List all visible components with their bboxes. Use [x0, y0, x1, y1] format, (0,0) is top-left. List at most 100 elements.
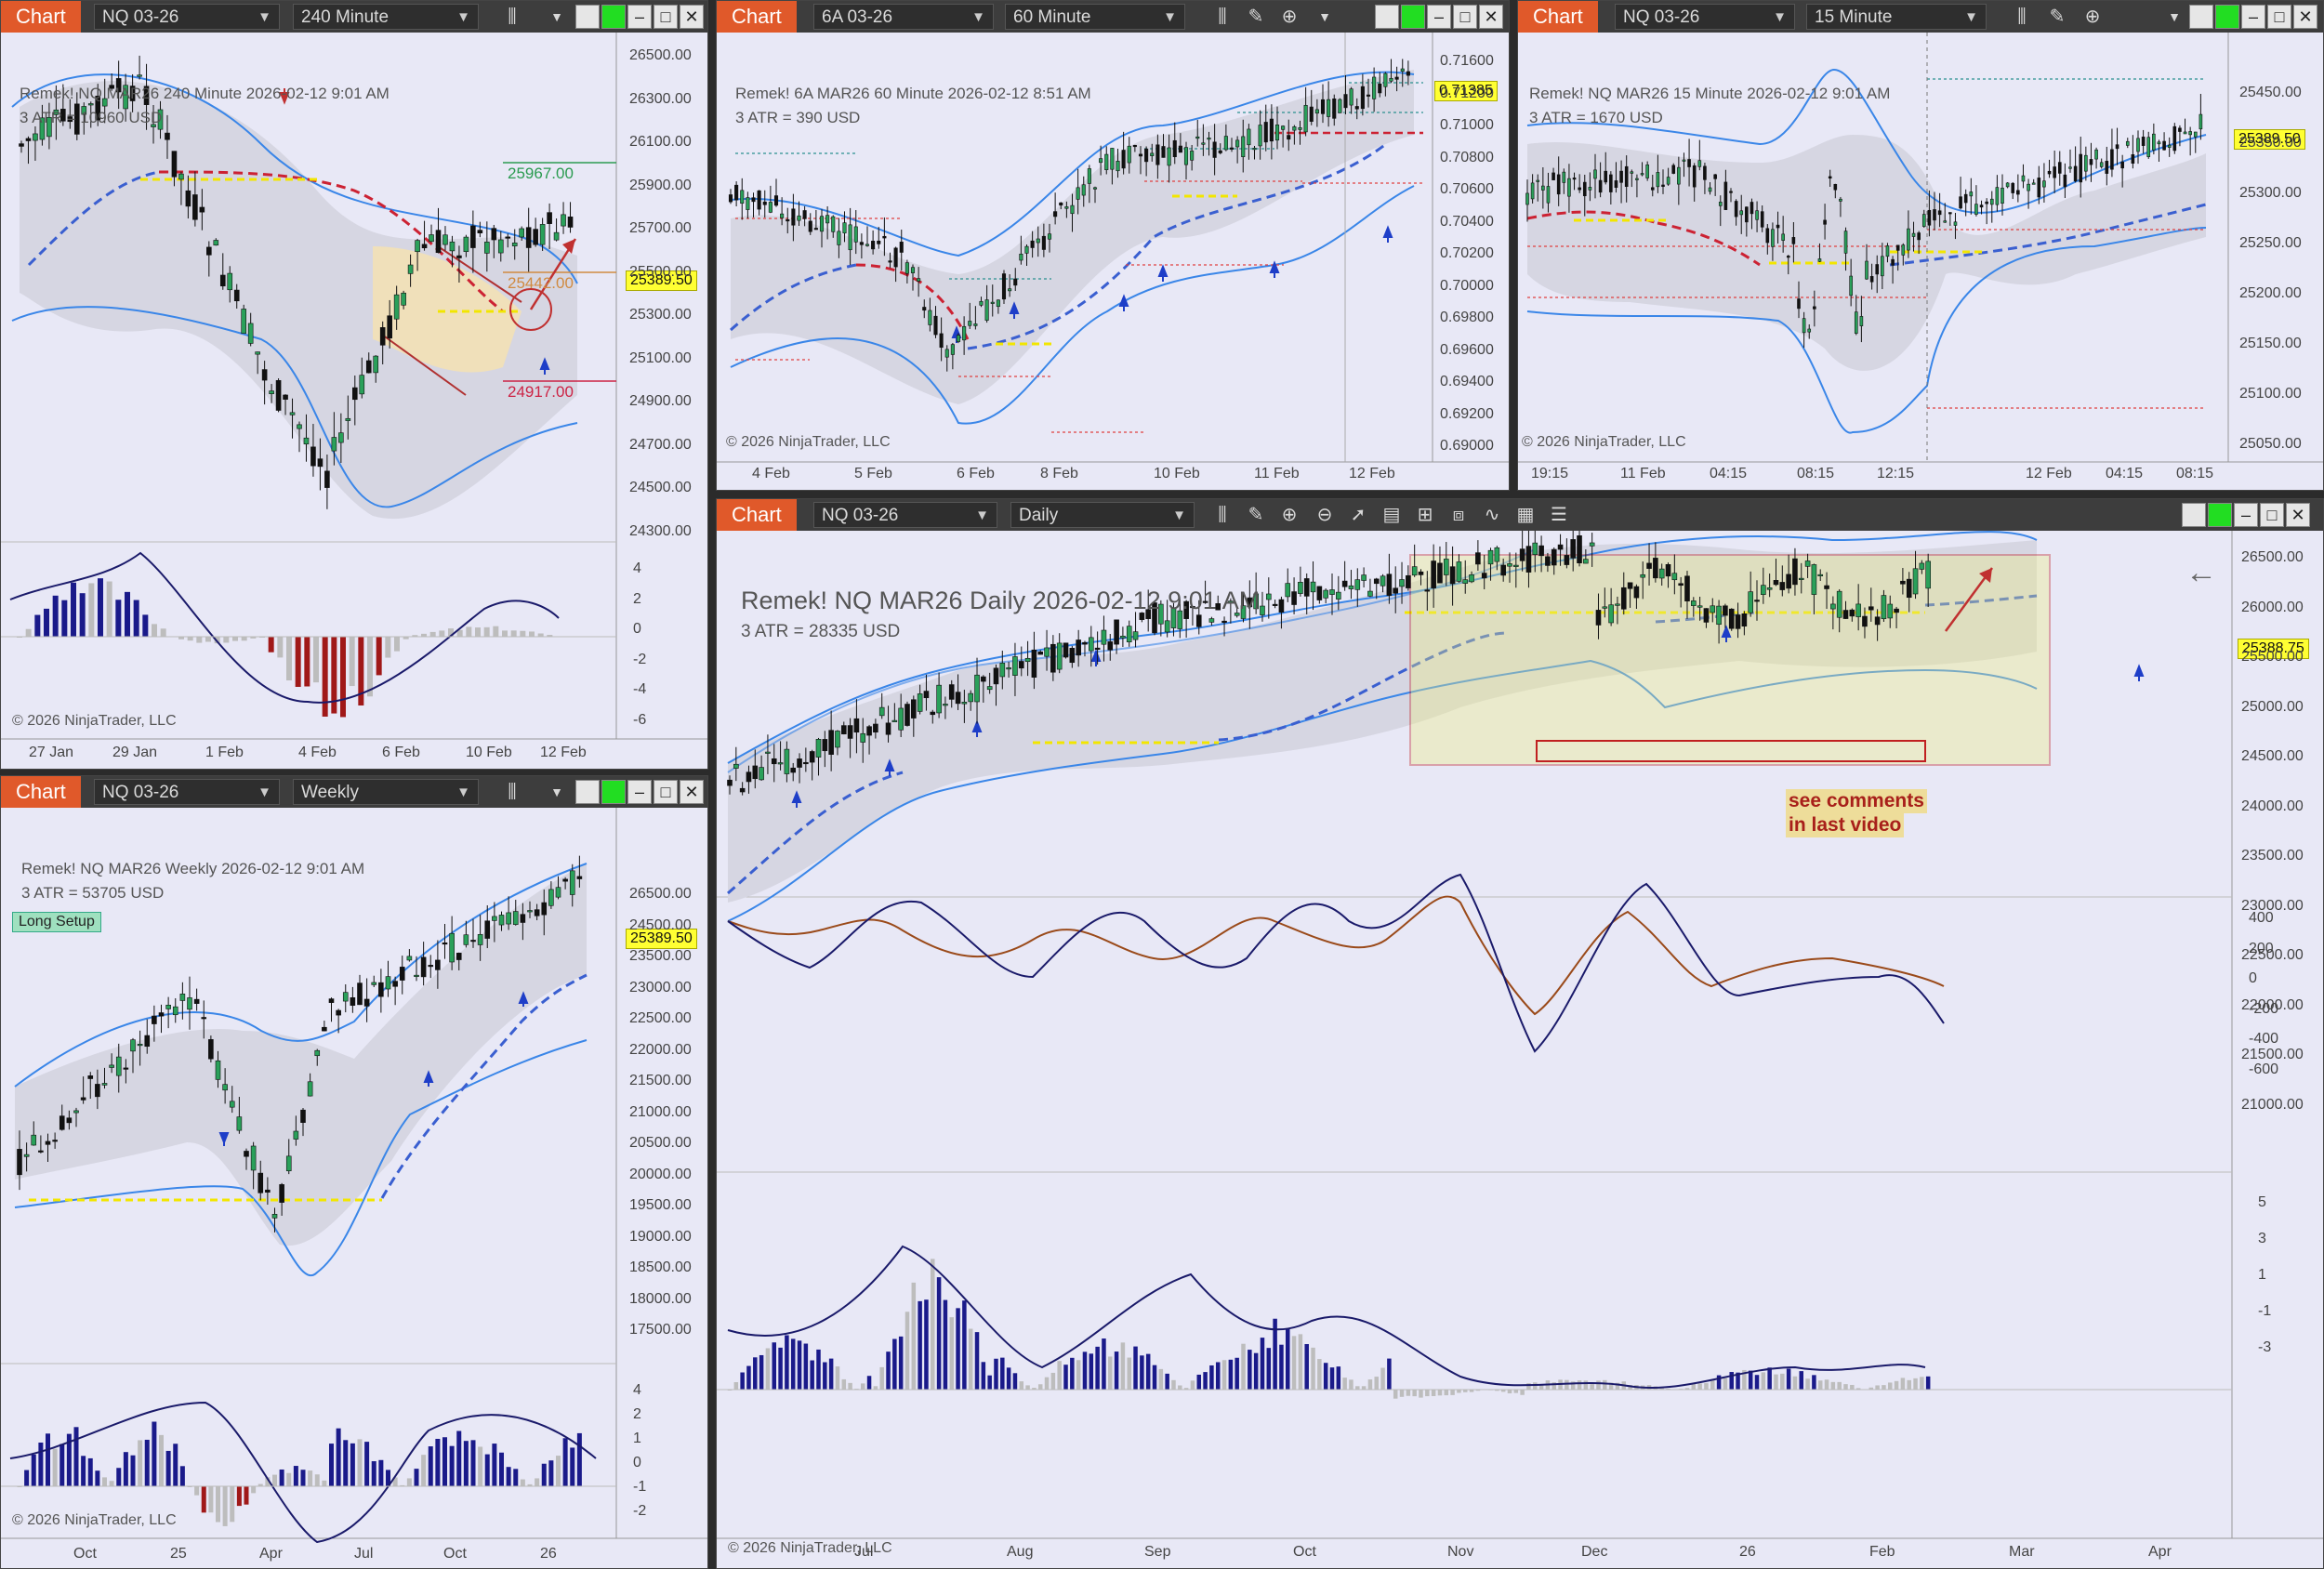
axis-tick-label: 0.69600 [1440, 341, 1494, 358]
minimize-button[interactable]: – [627, 5, 652, 29]
candle-body [1572, 178, 1577, 180]
back-arrow-icon[interactable]: ← [2185, 555, 2217, 590]
cursor-icon[interactable]: ➚ [1350, 505, 1367, 525]
close-button[interactable]: ✕ [2286, 503, 2310, 527]
indicator-icon[interactable]: ∿ [1484, 505, 1500, 525]
strategy-icon[interactable]: ⧈ [1452, 505, 1465, 525]
dropdown-arrow-icon[interactable]: ▼ [550, 9, 563, 24]
chart-canvas [1518, 33, 2323, 463]
chart-panel[interactable]: Remek! 6A MAR26 60 Minute 2026-02-12 8:5… [717, 33, 1509, 490]
maximize-button[interactable]: □ [2267, 5, 2291, 29]
candle-body [1635, 178, 1639, 180]
close-button[interactable]: ✕ [680, 5, 704, 29]
histogram-bar [1786, 1368, 1791, 1390]
chart-panel[interactable]: Remek! NQ MAR26 Daily 2026-02-12 9:01 AM… [717, 531, 2323, 1568]
zoom-in-icon[interactable]: ⊕ [1281, 505, 1298, 525]
interval-selector[interactable]: 240 Minute ▼ [293, 4, 479, 30]
axis-tick-label: 22000.00 [629, 1041, 692, 1058]
zoom-in-icon[interactable]: ⊕ [2084, 7, 2101, 27]
data-box-icon[interactable]: ▤ [1382, 505, 1401, 525]
instrument-selector[interactable]: NQ 03-26 ▼ [813, 502, 997, 528]
link-color-button[interactable] [601, 5, 626, 29]
axis-tick-label: 25000.00 [2241, 698, 2304, 715]
candle-body [1729, 191, 1733, 193]
window-restore-button[interactable] [575, 780, 600, 804]
histogram-bar [1082, 1351, 1088, 1390]
link-color-button[interactable] [601, 780, 626, 804]
histogram-bar [406, 1478, 412, 1486]
candle-body [53, 109, 59, 115]
dropdown-arrow-icon[interactable]: ▼ [1318, 9, 1331, 24]
interval-selector[interactable]: 15 Minute ▼ [1806, 4, 1987, 30]
instrument-selector[interactable]: NQ 03-26 ▼ [94, 779, 280, 805]
bar-type-icon[interactable]: ⫼ [2017, 7, 2027, 27]
axis-tick-label: 5 [2258, 1194, 2266, 1210]
close-button[interactable]: ✕ [1479, 5, 1503, 29]
chart-menu-button[interactable]: Chart [717, 1, 797, 33]
close-button[interactable]: ✕ [680, 780, 704, 804]
list-icon[interactable]: ☰ [1551, 505, 1567, 525]
chart-menu-button[interactable]: Chart [1, 776, 81, 808]
candle-body [765, 751, 771, 754]
calculator-icon[interactable]: ▦ [1516, 505, 1535, 525]
zoom-in-icon[interactable]: ⊕ [1281, 7, 1298, 27]
bar-type-icon[interactable]: ⫼ [508, 7, 517, 27]
dropdown-arrow-icon[interactable]: ▼ [2168, 9, 2181, 24]
maximize-button[interactable]: □ [2260, 503, 2284, 527]
minimize-button[interactable]: – [2241, 5, 2265, 29]
properties-icon[interactable]: ⊞ [1417, 505, 1433, 525]
instrument-selector[interactable]: NQ 03-26 ▼ [94, 4, 280, 30]
candle-body [1545, 556, 1551, 566]
link-color-button[interactable] [2208, 503, 2232, 527]
window-restore-button[interactable] [575, 5, 600, 29]
candle-body [1833, 183, 1838, 191]
candle-body [899, 242, 904, 253]
bar-type-icon[interactable]: ⫼ [1218, 7, 1227, 27]
pencil-icon[interactable]: ✎ [1248, 505, 1264, 525]
window-restore-button[interactable] [1375, 5, 1399, 29]
pencil-icon[interactable]: ✎ [1248, 7, 1264, 27]
axis-tick-label: Apr [259, 1546, 283, 1562]
bar-type-icon[interactable]: ⫼ [508, 782, 517, 802]
minimize-button[interactable]: – [1427, 5, 1451, 29]
pencil-icon[interactable]: ✎ [2049, 7, 2066, 27]
candle-body [905, 262, 909, 274]
window-restore-button[interactable] [2189, 5, 2213, 29]
dropdown-arrow-icon[interactable]: ▼ [550, 784, 563, 799]
chart-menu-button[interactable]: Chart [1, 1, 81, 33]
zoom-out-icon[interactable]: ⊖ [1316, 505, 1333, 525]
histogram-bar [1868, 1387, 1874, 1390]
atr-label: 3 ATR = 390 USD [735, 109, 861, 126]
minimize-button[interactable]: – [627, 780, 652, 804]
histogram-bar [79, 593, 86, 637]
histogram-bar [974, 1332, 980, 1390]
link-color-button[interactable] [1401, 5, 1425, 29]
histogram-bar [236, 1486, 242, 1507]
chart-panel[interactable]: Remek! NQ MAR26 Weekly 2026-02-12 9:01 A… [1, 808, 707, 1568]
candle-body [768, 202, 772, 213]
candle-body [1235, 139, 1240, 148]
interval-selector[interactable]: Daily ▼ [1010, 502, 1195, 528]
instrument-selector[interactable]: 6A 03-26 ▼ [813, 4, 994, 30]
maximize-button[interactable]: □ [654, 780, 678, 804]
interval-selector[interactable]: 60 Minute ▼ [1005, 4, 1185, 30]
chart-panel[interactable]: Remek! NQ MAR26 15 Minute 2026-02-12 9:0… [1518, 33, 2323, 490]
window-restore-button[interactable] [2182, 503, 2206, 527]
axis-tick-label: 3 [2258, 1231, 2266, 1246]
candle-body [1360, 86, 1365, 110]
minimize-button[interactable]: – [2234, 503, 2258, 527]
chart-menu-button[interactable]: Chart [717, 499, 797, 531]
instrument-selector[interactable]: NQ 03-26 ▼ [1615, 4, 1795, 30]
maximize-button[interactable]: □ [1453, 5, 1477, 29]
close-button[interactable]: ✕ [2293, 5, 2317, 29]
candle-body [1907, 228, 1910, 251]
link-color-button[interactable] [2215, 5, 2239, 29]
candle-body [506, 912, 511, 925]
maximize-button[interactable]: □ [654, 5, 678, 29]
chart-panel[interactable]: Remek! NQ MAR26 240 Minute 2026-02-12 9:… [1, 33, 707, 769]
bar-type-icon[interactable]: ⫼ [1218, 505, 1227, 525]
histogram-bar [1716, 1375, 1722, 1390]
chart-menu-button[interactable]: Chart [1518, 1, 1598, 33]
interval-selector[interactable]: Weekly ▼ [293, 779, 479, 805]
histogram-bar [448, 628, 454, 637]
